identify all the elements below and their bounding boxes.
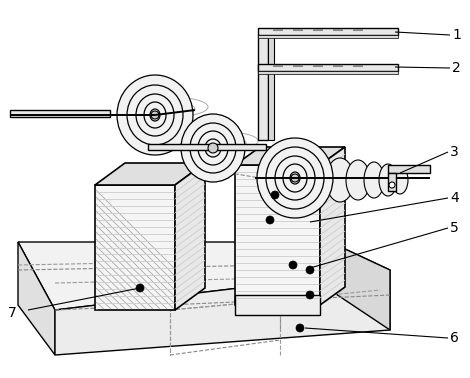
Polygon shape (330, 242, 390, 330)
Bar (258, 28, 398, 35)
Ellipse shape (190, 123, 236, 173)
Ellipse shape (144, 102, 166, 128)
Ellipse shape (136, 284, 144, 292)
Ellipse shape (389, 182, 395, 188)
Ellipse shape (283, 164, 307, 192)
Text: 2: 2 (452, 61, 461, 75)
Ellipse shape (198, 131, 228, 165)
Ellipse shape (150, 109, 160, 121)
Ellipse shape (364, 162, 384, 198)
Ellipse shape (346, 160, 370, 200)
Text: 3: 3 (450, 145, 459, 159)
Polygon shape (175, 163, 205, 310)
Polygon shape (55, 270, 390, 355)
Ellipse shape (208, 143, 218, 153)
Ellipse shape (291, 174, 299, 182)
Ellipse shape (271, 191, 279, 199)
Polygon shape (235, 295, 320, 315)
Ellipse shape (210, 144, 216, 152)
Bar (258, 35, 398, 38)
Ellipse shape (205, 139, 221, 157)
Ellipse shape (257, 138, 333, 218)
Text: 5: 5 (450, 221, 459, 235)
Ellipse shape (290, 172, 300, 184)
Ellipse shape (209, 144, 217, 152)
Bar (388, 165, 430, 173)
Polygon shape (235, 147, 345, 165)
Text: 4: 4 (450, 191, 459, 205)
Text: 6: 6 (450, 331, 459, 345)
Bar (388, 173, 396, 191)
Bar (268, 35, 274, 140)
Bar (258, 35, 268, 140)
Ellipse shape (379, 164, 397, 196)
Ellipse shape (266, 216, 274, 224)
Ellipse shape (266, 147, 324, 209)
Text: 1: 1 (452, 28, 461, 42)
Polygon shape (18, 242, 390, 310)
Ellipse shape (275, 156, 315, 200)
Text: 7: 7 (8, 306, 17, 320)
Ellipse shape (151, 111, 159, 119)
Ellipse shape (127, 85, 183, 145)
Ellipse shape (136, 94, 174, 136)
Bar (258, 71, 398, 74)
Ellipse shape (289, 261, 297, 269)
Ellipse shape (296, 324, 304, 332)
Ellipse shape (306, 266, 314, 274)
Ellipse shape (326, 158, 354, 202)
Polygon shape (18, 242, 55, 355)
Ellipse shape (117, 75, 193, 155)
Polygon shape (320, 147, 345, 305)
Bar (10, 110, 110, 117)
Ellipse shape (306, 291, 314, 299)
Ellipse shape (392, 166, 408, 194)
Ellipse shape (181, 114, 245, 182)
Polygon shape (95, 185, 175, 310)
Polygon shape (235, 165, 320, 305)
Bar (258, 64, 398, 71)
Bar (148, 144, 266, 150)
Polygon shape (95, 163, 205, 185)
